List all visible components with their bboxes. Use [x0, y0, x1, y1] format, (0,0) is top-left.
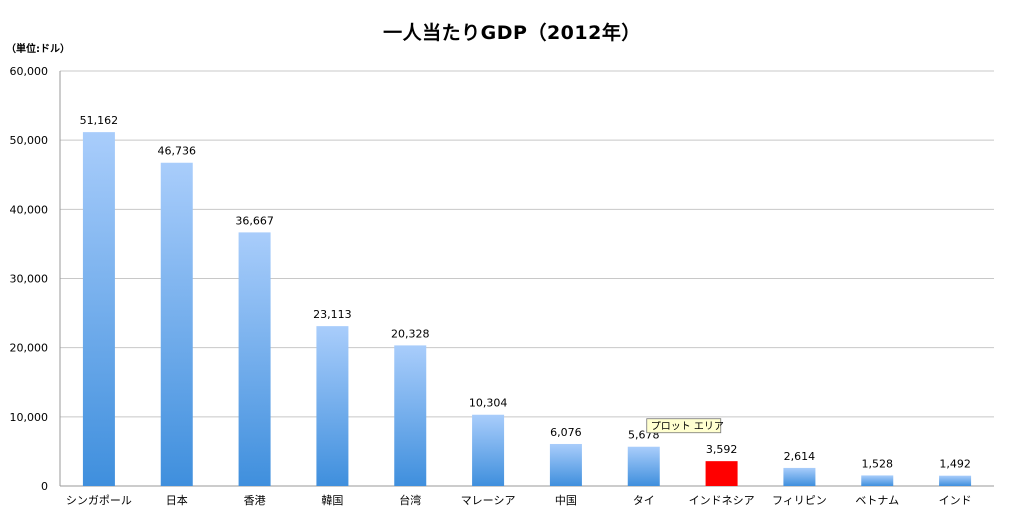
y-tick-label: 30,000: [10, 273, 49, 286]
category-label: シンガポール: [66, 494, 132, 507]
category-label: 中国: [555, 494, 577, 507]
bar[interactable]: [705, 461, 738, 486]
category-label: 香港: [244, 494, 266, 507]
category-label: 韓国: [321, 494, 343, 507]
bar[interactable]: [549, 443, 582, 486]
category-label: フィリピン: [772, 494, 827, 507]
plot-area-tooltip: プロット エリア: [646, 418, 724, 434]
bar[interactable]: [316, 326, 349, 486]
y-tick-label: 60,000: [10, 65, 49, 78]
bar[interactable]: [160, 162, 193, 486]
data-label: 2,614: [784, 450, 816, 463]
y-tick-label: 40,000: [10, 203, 49, 216]
bar[interactable]: [82, 132, 115, 486]
data-label: 10,304: [469, 397, 508, 410]
grid-lines: [59, 70, 994, 487]
data-label: 3,592: [706, 443, 738, 456]
data-label: 20,328: [391, 327, 430, 340]
bar[interactable]: [472, 414, 505, 486]
unit-label: （単位:ドル）: [6, 44, 70, 55]
bar[interactable]: [238, 232, 271, 486]
data-label: 51,162: [80, 114, 119, 127]
category-label: 日本: [166, 493, 188, 507]
data-label: 1,492: [939, 458, 971, 471]
data-label: 1,528: [862, 457, 894, 470]
chart-title: 一人当たりGDP（2012年）: [383, 22, 641, 44]
data-label: 6,076: [550, 426, 582, 439]
bar[interactable]: [861, 475, 894, 486]
tooltip-box: [646, 418, 722, 434]
bar[interactable]: [939, 475, 972, 486]
bar[interactable]: [783, 467, 816, 486]
bar[interactable]: [394, 345, 427, 486]
data-label: 36,667: [235, 214, 274, 227]
data-label: 23,113: [313, 308, 352, 321]
labels: 0 10,000 20,000 30,000 40,000 50,000 60,000 51,…: [10, 65, 972, 507]
category-label: 台湾: [399, 493, 421, 507]
tooltip-text: プロット エリア: [651, 421, 724, 433]
category-label: ベトナム: [855, 494, 899, 507]
y-tick-label: 0: [41, 480, 48, 493]
y-tick-label: 10,000: [10, 411, 49, 424]
category-label: マレーシア: [461, 494, 516, 507]
bar[interactable]: [627, 446, 660, 486]
category-label: タイ: [633, 494, 655, 507]
category-label: インド: [939, 494, 972, 507]
bars: [82, 132, 972, 486]
y-tick-label: 20,000: [10, 342, 49, 355]
y-tick-label: 50,000: [10, 134, 49, 147]
data-label: 46,736: [158, 145, 197, 158]
category-label: インドネシア: [689, 494, 755, 507]
